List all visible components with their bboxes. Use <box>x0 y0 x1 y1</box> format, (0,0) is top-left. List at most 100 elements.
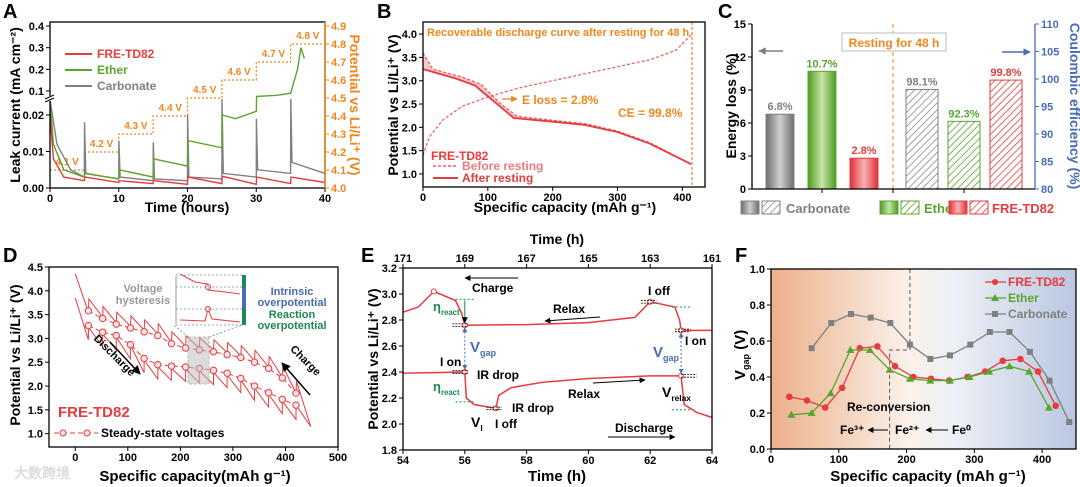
y-tick-label: 3.0 <box>28 333 43 345</box>
y-tick-label: 9 <box>740 85 746 97</box>
plot-background <box>771 269 1076 449</box>
bar-value-label: 98.1% <box>906 76 937 88</box>
y-tick-label: 1.8 <box>382 445 397 457</box>
i-on-label: I on <box>440 355 461 369</box>
legend-marker <box>83 429 91 437</box>
x-tick-label: 56 <box>459 455 471 467</box>
x-tick-label: 64 <box>706 455 719 467</box>
steady-state-marker <box>126 324 135 332</box>
steady-state-marker <box>209 366 218 375</box>
text-label: overpotential <box>257 320 326 332</box>
data-point <box>1026 348 1033 355</box>
ir-drop-label: IR drop <box>512 401 554 415</box>
data-point <box>1066 419 1073 425</box>
x-tick-label: 161 <box>703 253 721 265</box>
steady-state-marker <box>237 374 245 383</box>
x-tick-label: 54 <box>397 455 410 467</box>
data-point <box>967 341 974 348</box>
y-tick-label: 4.8 <box>331 39 346 51</box>
steady-state-marker <box>84 307 93 315</box>
data-point <box>885 365 894 373</box>
y-tick-label: 12 <box>734 52 746 64</box>
x-tick-label: 58 <box>520 455 532 467</box>
data-point <box>986 329 993 335</box>
intrinsic-overpotential-bar <box>242 287 246 309</box>
legend-swatch-hatched <box>761 200 781 215</box>
voltage-step-label: 4.4 V <box>159 103 183 114</box>
legend-label: FRE-TD82 <box>1008 275 1066 289</box>
voltage-step-label: 4.8 V <box>296 31 320 42</box>
vgap-label: Vgap <box>653 344 680 363</box>
y-tick-label: 0.0 <box>750 444 765 456</box>
turning-point-marker <box>647 298 654 305</box>
discharge-label: Discharge <box>615 421 673 435</box>
steady-state-marker <box>223 350 231 359</box>
data-point <box>874 343 881 350</box>
legend-title: FRE-TD82 <box>431 149 489 163</box>
x-tick-label: 200 <box>543 192 561 204</box>
x-tick-label: 40 <box>319 193 331 205</box>
data-point <box>838 384 846 392</box>
y-tick-label: 0.4 <box>750 372 766 384</box>
data-point <box>847 311 854 317</box>
bar-value-label: 99.8% <box>990 67 1021 79</box>
i-off-label: I off <box>648 284 671 298</box>
y2-axis-title: Coulombic efficiency (%) <box>1067 23 1080 189</box>
legend-swatch-hatched <box>900 200 920 215</box>
legend-marker <box>991 294 999 301</box>
x-tick-label: 300 <box>608 192 626 204</box>
y-tick-label: 3 <box>740 151 746 163</box>
charge-arrow <box>281 362 311 396</box>
y-axis-title: Potential vs Li/Li⁺ (V) <box>7 284 23 425</box>
subscript-text: react <box>441 388 460 397</box>
inset-background <box>174 275 242 325</box>
y-tick-label: 0.1 <box>29 86 44 98</box>
y-tick-label: 3.5 <box>402 52 417 64</box>
y-tick-label: 2.5 <box>28 357 43 369</box>
turning-point-marker <box>678 327 685 334</box>
main-text: η <box>433 299 441 314</box>
y-tick-label: 3.0 <box>382 289 397 301</box>
text-label: Reaction <box>269 309 316 321</box>
steady-state-marker <box>140 354 148 363</box>
data-point <box>1034 368 1042 375</box>
bar-value-label: 2.8% <box>851 145 876 157</box>
steady-state-marker <box>140 328 148 336</box>
x-axis-title: Time (h) <box>528 468 586 485</box>
x-tick-label: 100 <box>830 454 848 466</box>
phase-boundary-line <box>889 269 911 449</box>
data-point <box>828 320 835 326</box>
legend-label: Carbonate <box>786 201 850 216</box>
steady-state-marker <box>264 389 273 397</box>
data-point <box>803 397 811 404</box>
y-tick-label: 0 <box>740 184 746 196</box>
x-tick-label: 165 <box>579 253 597 265</box>
data-point <box>807 409 816 416</box>
steady-state-marker <box>167 362 176 370</box>
data-point <box>808 345 815 352</box>
data-point <box>946 352 953 359</box>
y-tick-label: 2.0 <box>402 122 417 134</box>
y-tick-label: 2.0 <box>28 381 43 393</box>
ce-label: CE = 99.8% <box>618 106 683 120</box>
voltage-step-label: 4.2 V <box>90 139 114 150</box>
x-tick-label: 163 <box>641 253 659 265</box>
y-tick-label: 2.5 <box>402 99 417 111</box>
ir-drop-label: IR drop <box>477 368 519 382</box>
data-point <box>865 346 874 353</box>
discharge-curve <box>402 371 713 419</box>
zoom-guide <box>208 324 243 338</box>
steady-state-marker <box>112 331 120 340</box>
i-off-label: I off <box>495 417 518 431</box>
steady-state-marker <box>250 358 259 366</box>
y-axis-title: Potential vs Li/Li⁺ (V) <box>365 288 381 429</box>
y-tick-label: 0.2 <box>29 64 44 76</box>
y-tick-label: 0.3 <box>29 43 44 55</box>
axis-break-mark <box>44 97 55 103</box>
subscript-text: relax <box>671 393 691 403</box>
energy-loss-label: E loss = 2.8% <box>522 93 599 107</box>
text-label: hysteresis <box>116 295 170 307</box>
data-point <box>965 373 974 380</box>
fe0-label: Fe⁰ <box>952 423 971 437</box>
data-point <box>1017 355 1024 363</box>
